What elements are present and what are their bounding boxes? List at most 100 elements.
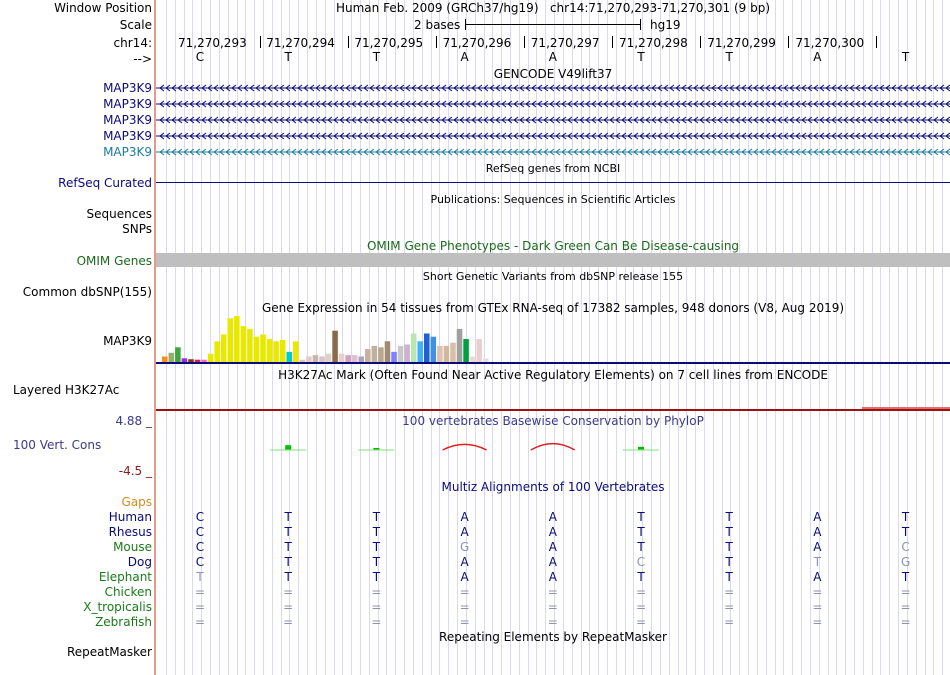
drag-gutter[interactable] bbox=[154, 0, 156, 675]
h3k27ac-signal-baseline[interactable] bbox=[156, 409, 950, 411]
phylop-positive-score[interactable] bbox=[638, 446, 644, 450]
gtex-tissue-bar[interactable] bbox=[240, 326, 247, 362]
track-label-repeatmasker[interactable]: RepeatMasker bbox=[66, 645, 152, 659]
gtex-tissue-bar[interactable] bbox=[201, 359, 207, 362]
alignment-base: T bbox=[372, 570, 381, 584]
track-label-dbsnp[interactable]: Common dbSNP(155) bbox=[22, 285, 152, 299]
gencode-transcript[interactable] bbox=[156, 100, 950, 108]
species-label[interactable]: Zebrafish bbox=[95, 615, 152, 629]
gtex-tissue-bar[interactable] bbox=[181, 358, 188, 362]
ruler-tick-label: 71,270,299 bbox=[707, 36, 776, 50]
phylop-plot[interactable] bbox=[156, 428, 950, 474]
gtex-tissue-bar[interactable] bbox=[482, 358, 489, 362]
gtex-tissue-bar[interactable] bbox=[306, 356, 312, 362]
gtex-tissue-bar[interactable] bbox=[279, 339, 286, 362]
species-label[interactable]: X_tropicalis bbox=[83, 600, 152, 614]
gtex-tissue-bar[interactable] bbox=[469, 356, 476, 362]
track-label-sequences[interactable]: Sequences bbox=[86, 207, 152, 221]
h3k27ac-signal-peak[interactable] bbox=[862, 407, 950, 409]
gtex-tissue-bar[interactable] bbox=[273, 341, 279, 362]
gtex-tissue-bar[interactable] bbox=[371, 345, 378, 362]
track-label-h3k27ac[interactable]: Layered H3K27Ac bbox=[13, 383, 120, 397]
gtex-tissue-bar[interactable] bbox=[476, 339, 482, 362]
gtex-tissue-bar[interactable] bbox=[207, 353, 214, 362]
track-label-refseq[interactable]: RefSeq Curated bbox=[58, 176, 152, 190]
phylop-positive-score[interactable] bbox=[373, 448, 380, 450]
gtex-tissue-bar[interactable] bbox=[286, 351, 292, 362]
gtex-tissue-bar[interactable] bbox=[214, 341, 220, 362]
grid-line bbox=[880, 0, 881, 675]
species-label[interactable]: Dog bbox=[127, 555, 152, 569]
species-label[interactable]: Chicken bbox=[104, 585, 152, 599]
gencode-transcript[interactable] bbox=[156, 148, 950, 156]
species-label[interactable]: Human bbox=[108, 510, 152, 524]
gtex-tissue-bar[interactable] bbox=[168, 352, 175, 362]
gtex-tissue-bar[interactable] bbox=[365, 349, 371, 362]
species-label[interactable]: Mouse bbox=[113, 540, 152, 554]
gtex-tissue-bar[interactable] bbox=[358, 356, 365, 362]
track-label-gencode-transcript[interactable]: MAP3K9 bbox=[103, 97, 152, 111]
gtex-tissue-bar[interactable] bbox=[227, 318, 234, 362]
gtex-tissue-bar[interactable] bbox=[220, 334, 227, 362]
gencode-transcript[interactable] bbox=[156, 84, 950, 92]
gencode-transcripts[interactable] bbox=[156, 80, 950, 160]
gtex-tissue-bar[interactable] bbox=[247, 328, 253, 362]
gencode-transcript[interactable] bbox=[156, 132, 950, 140]
gtex-tissue-bar[interactable] bbox=[384, 341, 391, 362]
gtex-tissue-bar[interactable] bbox=[299, 359, 306, 362]
gtex-tissue-bar[interactable] bbox=[162, 356, 168, 362]
gtex-tissue-bar[interactable] bbox=[430, 336, 437, 362]
gtex-tissue-bar[interactable] bbox=[378, 347, 384, 362]
gtex-tissue-bar[interactable] bbox=[319, 356, 325, 362]
track-area[interactable]: Human Feb. 2009 (GRCh37/hg19) chr14:71,2… bbox=[156, 0, 950, 675]
gtex-tissue-bar[interactable] bbox=[391, 351, 397, 362]
gtex-tissue-bar[interactable] bbox=[450, 342, 456, 362]
gtex-tissue-bar[interactable] bbox=[338, 353, 345, 362]
gtex-bar-chart[interactable] bbox=[156, 316, 950, 366]
track-label-gencode-transcript[interactable]: MAP3K9 bbox=[103, 145, 152, 159]
gtex-tissue-bar[interactable] bbox=[351, 355, 358, 362]
strand-toggle[interactable]: --> bbox=[133, 52, 152, 66]
gtex-tissue-bar[interactable] bbox=[260, 334, 266, 362]
phylop-negative-score[interactable] bbox=[530, 442, 576, 451]
track-label-gencode-transcript[interactable]: MAP3K9 bbox=[103, 81, 152, 95]
track-label-gaps[interactable]: Gaps bbox=[121, 495, 152, 509]
track-label-gencode-transcript[interactable]: MAP3K9 bbox=[103, 113, 152, 127]
phylop-positive-score[interactable] bbox=[285, 445, 292, 450]
gtex-tissue-bar[interactable] bbox=[424, 333, 430, 362]
gtex-tissue-bar[interactable] bbox=[417, 341, 423, 362]
species-label[interactable]: Rhesus bbox=[108, 525, 152, 539]
track-label-gencode-transcript[interactable]: MAP3K9 bbox=[103, 129, 152, 143]
refseq-gene-line[interactable] bbox=[156, 182, 950, 183]
track-label-gtex[interactable]: MAP3K9 bbox=[103, 334, 152, 348]
gtex-tissue-bar[interactable] bbox=[345, 355, 351, 362]
gtex-tissue-bar[interactable] bbox=[325, 353, 332, 362]
gtex-tissue-bar[interactable] bbox=[410, 333, 417, 362]
gtex-tissue-bar[interactable] bbox=[253, 336, 260, 362]
gencode-transcript[interactable] bbox=[156, 116, 950, 124]
gtex-tissue-bar[interactable] bbox=[463, 339, 469, 362]
gtex-tissue-bar[interactable] bbox=[234, 316, 240, 362]
gtex-tissue-bar[interactable] bbox=[266, 339, 273, 362]
gtex-tissue-bar[interactable] bbox=[175, 347, 181, 362]
gtex-tissue-bar[interactable] bbox=[404, 344, 410, 362]
gtex-tissue-bar[interactable] bbox=[397, 345, 404, 362]
grid-line bbox=[281, 0, 282, 675]
species-label[interactable]: Elephant bbox=[98, 570, 152, 584]
phylop-negative-score[interactable] bbox=[442, 443, 487, 451]
omim-gene-bar[interactable] bbox=[156, 253, 950, 267]
gtex-tissue-bar[interactable] bbox=[456, 328, 463, 362]
gtex-tissue-bar[interactable] bbox=[443, 345, 450, 362]
gtex-tissue-bar[interactable] bbox=[312, 355, 319, 362]
track-label-snps[interactable]: SNPs bbox=[122, 222, 152, 236]
gtex-tissue-bar[interactable] bbox=[332, 330, 338, 362]
gtex-tissue-bar[interactable] bbox=[188, 359, 194, 362]
gtex-tissue-bar[interactable] bbox=[194, 359, 201, 362]
grid-line bbox=[651, 0, 652, 675]
track-label-phylop[interactable]: 100 Vert. Cons bbox=[13, 438, 102, 452]
gtex-tissue-bar[interactable] bbox=[293, 341, 299, 362]
gtex-tissue-bar[interactable] bbox=[437, 345, 443, 362]
track-label-omim[interactable]: OMIM Genes bbox=[76, 254, 152, 268]
grid-line bbox=[739, 0, 740, 675]
header-title: Human Feb. 2009 (GRCh37/hg19) chr14:71,2… bbox=[156, 1, 950, 15]
